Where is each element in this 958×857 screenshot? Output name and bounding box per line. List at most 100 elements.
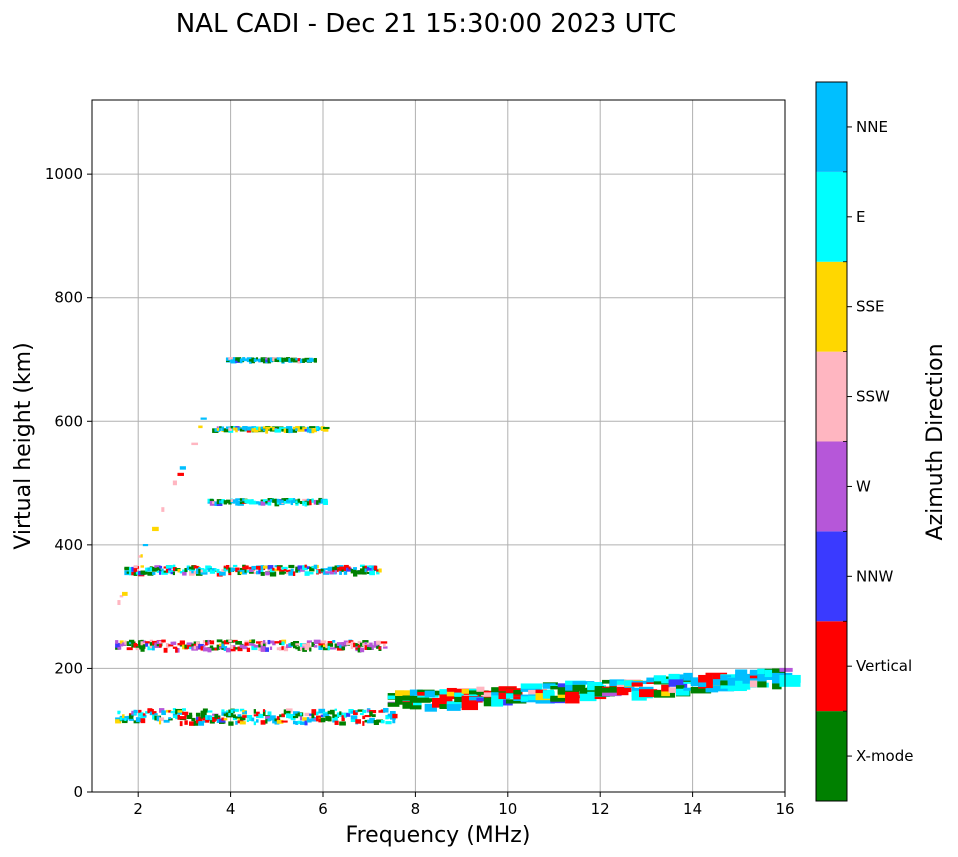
echo-point bbox=[256, 719, 259, 723]
echo-point bbox=[306, 642, 310, 648]
echo-point bbox=[359, 712, 364, 716]
echo-point bbox=[316, 640, 321, 643]
echo-point bbox=[355, 719, 361, 724]
echo-point bbox=[214, 717, 220, 721]
echo-point bbox=[265, 647, 270, 652]
echo-point bbox=[348, 566, 351, 570]
echo-point bbox=[172, 571, 175, 576]
echo-point bbox=[172, 713, 177, 716]
echo-point bbox=[202, 708, 208, 713]
echo-point bbox=[193, 565, 199, 569]
echo-point bbox=[140, 718, 146, 724]
echo-point bbox=[205, 718, 210, 723]
echo-point bbox=[163, 719, 170, 723]
echo-point bbox=[304, 564, 307, 568]
echo-point bbox=[198, 721, 205, 726]
echo-point bbox=[602, 687, 621, 696]
echo-point bbox=[306, 566, 310, 570]
echo-point bbox=[242, 646, 248, 650]
echo-point bbox=[138, 712, 143, 717]
echo-point bbox=[195, 641, 200, 647]
echo-point bbox=[376, 646, 380, 649]
echo-point bbox=[165, 565, 173, 569]
echo-point bbox=[122, 591, 128, 596]
colorbar-segment bbox=[816, 82, 847, 172]
echo-point bbox=[295, 568, 298, 573]
echo-point bbox=[165, 642, 170, 648]
echo-point bbox=[262, 428, 267, 432]
echo-point bbox=[292, 720, 296, 725]
echo-point bbox=[371, 714, 376, 718]
echo-point bbox=[311, 428, 315, 434]
echo-point bbox=[295, 643, 300, 646]
echo-point bbox=[535, 689, 547, 694]
echo-point bbox=[232, 717, 238, 721]
colorbar-segment bbox=[816, 261, 847, 352]
echo-point bbox=[256, 501, 259, 504]
echo-point bbox=[237, 427, 243, 431]
echo-point bbox=[409, 705, 422, 710]
echo-point bbox=[290, 500, 295, 503]
echo-point bbox=[262, 709, 266, 713]
echo-point bbox=[209, 498, 214, 501]
echo-point bbox=[207, 647, 212, 653]
echo-point bbox=[147, 708, 153, 714]
colorbar-frame bbox=[815, 81, 848, 802]
echo-point bbox=[249, 569, 254, 573]
echo-point bbox=[198, 425, 203, 429]
echo-point bbox=[126, 571, 130, 574]
echo-point bbox=[191, 643, 195, 648]
echo-point bbox=[175, 647, 178, 653]
echo-point bbox=[299, 721, 307, 725]
echo-point bbox=[142, 713, 146, 716]
echo-point bbox=[362, 640, 369, 643]
echo-point bbox=[124, 718, 127, 721]
echo-point bbox=[306, 571, 314, 575]
echo-point bbox=[320, 714, 324, 717]
echo-point bbox=[281, 566, 288, 570]
echo-point bbox=[302, 498, 310, 502]
echo-point bbox=[276, 719, 284, 724]
echo-point bbox=[281, 720, 288, 723]
echo-point bbox=[318, 708, 326, 714]
echo-point bbox=[165, 567, 169, 573]
echo-point bbox=[122, 642, 127, 646]
echo-point bbox=[332, 714, 339, 718]
echo-point bbox=[168, 644, 174, 647]
echo-point bbox=[323, 426, 330, 430]
echo-point bbox=[225, 564, 230, 570]
echo-point bbox=[286, 357, 290, 362]
echo-point bbox=[297, 498, 301, 503]
echo-point bbox=[698, 682, 707, 687]
echo-point bbox=[251, 357, 255, 361]
echo-point bbox=[461, 702, 479, 711]
echo-point bbox=[260, 426, 265, 430]
echo-point bbox=[281, 646, 285, 650]
echo-point bbox=[341, 715, 345, 719]
y-axis-label: Virtual height (km) bbox=[11, 342, 36, 549]
echo-point bbox=[189, 566, 193, 570]
echo-point bbox=[131, 641, 136, 645]
echo-point bbox=[207, 639, 210, 645]
echo-point bbox=[249, 571, 255, 574]
echo-point bbox=[260, 569, 264, 574]
echo-point bbox=[290, 428, 293, 434]
echo-point bbox=[446, 691, 457, 697]
echo-point bbox=[274, 358, 279, 362]
echo-point bbox=[207, 566, 213, 569]
echo-point bbox=[186, 642, 193, 647]
echo-point bbox=[200, 710, 207, 716]
echo-point bbox=[550, 695, 566, 701]
echo-point bbox=[359, 647, 365, 653]
echo-point bbox=[353, 642, 356, 648]
echo-point bbox=[256, 641, 263, 644]
echo-point bbox=[154, 567, 159, 570]
colorbar-segment bbox=[816, 441, 847, 532]
echo-point bbox=[175, 711, 178, 715]
echo-point bbox=[244, 642, 249, 646]
echo-point bbox=[269, 426, 275, 429]
echo-point bbox=[288, 358, 293, 363]
echo-point bbox=[631, 682, 643, 687]
echo-point bbox=[369, 717, 375, 723]
echo-point bbox=[184, 568, 188, 573]
